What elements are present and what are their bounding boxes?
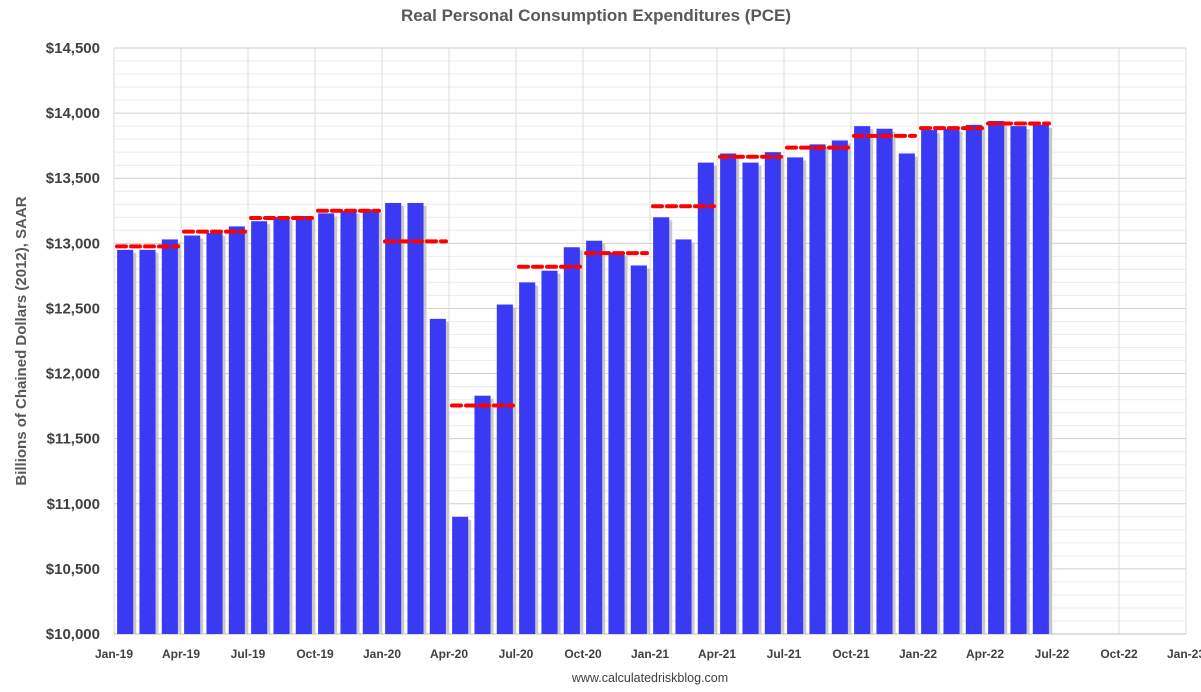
y-tick-label: $12,500 — [46, 300, 100, 317]
x-tick-label: Jan-20 — [363, 647, 401, 661]
x-tick-label: Jan-22 — [899, 647, 937, 661]
bar-Jan-22 — [921, 130, 938, 635]
bar-Jul-19 — [251, 221, 268, 634]
x-tick-label: Oct-22 — [1100, 647, 1138, 661]
bar-Feb-22 — [943, 128, 960, 634]
bar-Apr-19 — [184, 235, 201, 634]
bar-Jan-21 — [653, 217, 670, 635]
source-credit: www.calculatedriskblog.com — [571, 671, 728, 685]
bar-Aug-19 — [273, 217, 290, 635]
y-tick-label: $14,000 — [46, 105, 100, 122]
x-tick-label: Jan-19 — [95, 647, 133, 661]
bar-Jul-20 — [519, 282, 536, 634]
x-tick-label: Apr-21 — [698, 647, 736, 661]
y-tick-label: $10,500 — [46, 561, 100, 578]
x-tick-label: Oct-19 — [296, 647, 334, 661]
x-tick-label: Jan-23 — [1167, 647, 1201, 661]
bar-Mar-19 — [161, 239, 178, 634]
y-tick-label: $13,500 — [46, 170, 100, 187]
x-tick-label: Apr-20 — [430, 647, 468, 661]
bar-Mar-22 — [965, 124, 982, 634]
y-tick-labels: $10,000 $10,500 $11,000 $11,500 $12,000 $12,5… — [46, 40, 100, 643]
bar-May-21 — [742, 162, 759, 634]
quarterly-lines — [115, 121, 1051, 408]
y-tick-label: $14,500 — [46, 40, 100, 57]
bar-Dec-19 — [362, 209, 379, 634]
bar-Jun-22 — [1032, 124, 1049, 634]
bar-Jun-20 — [496, 304, 513, 634]
bar-Jan-20 — [385, 202, 402, 634]
bar-Nov-20 — [608, 252, 625, 634]
bar-Apr-22 — [988, 120, 1005, 635]
x-tick-label: Jul-19 — [231, 647, 266, 661]
bar-Oct-19 — [318, 213, 335, 635]
y-axis-label: Billions of Chained Dollars (2012), SAAR — [13, 196, 30, 485]
bar-Feb-19 — [139, 249, 156, 634]
chart-title: Real Personal Consumption Expenditures (… — [401, 6, 791, 25]
x-tick-label: Jul-20 — [499, 647, 534, 661]
bar-Dec-21 — [898, 153, 915, 635]
bar-Aug-20 — [541, 270, 558, 634]
bar-Mar-20 — [429, 318, 446, 634]
bars — [117, 120, 1052, 635]
bar-May-22 — [1010, 126, 1027, 634]
x-tick-label: Jan-21 — [631, 647, 669, 661]
bar-Apr-21 — [720, 153, 737, 635]
x-tick-labels: Jan-19 Apr-19 Jul-19 Oct-19 Jan-20 Apr-20 Jul-… — [95, 647, 1201, 661]
y-tick-label: $12,000 — [46, 366, 100, 383]
bar-Nov-21 — [876, 128, 893, 634]
y-tick-label: $11,500 — [47, 431, 100, 448]
y-tick-label: $11,000 — [47, 496, 100, 513]
x-tick-label: Jul-21 — [767, 647, 802, 661]
bar-Jun-21 — [764, 152, 781, 634]
gridlines — [113, 47, 1187, 635]
bar-Sep-20 — [563, 247, 580, 635]
bar-Aug-21 — [809, 144, 826, 634]
bar-Apr-20 — [452, 516, 469, 634]
x-tick-label: Apr-22 — [966, 647, 1004, 661]
y-tick-label: $10,000 — [46, 626, 100, 643]
bar-Sep-21 — [831, 140, 848, 635]
bar-Feb-20 — [407, 202, 424, 634]
x-tick-label: Apr-19 — [162, 647, 200, 661]
bar-Jul-21 — [787, 157, 804, 635]
x-tick-label: Oct-20 — [564, 647, 602, 661]
bar-Oct-21 — [854, 126, 871, 634]
bar-Sep-19 — [295, 215, 312, 634]
bar-Feb-21 — [675, 239, 692, 634]
bar-Mar-21 — [697, 162, 714, 634]
bar-Nov-19 — [340, 210, 357, 634]
bar-May-19 — [206, 232, 223, 634]
bar-May-20 — [474, 395, 491, 634]
y-tick-label: $13,000 — [46, 235, 100, 252]
bar-Jan-19 — [117, 249, 134, 634]
bar-Jun-19 — [228, 226, 245, 634]
x-tick-label: Jul-22 — [1035, 647, 1070, 661]
bar-Dec-20 — [630, 265, 647, 634]
bar-Oct-20 — [586, 240, 603, 634]
x-tick-label: Oct-21 — [832, 647, 870, 661]
